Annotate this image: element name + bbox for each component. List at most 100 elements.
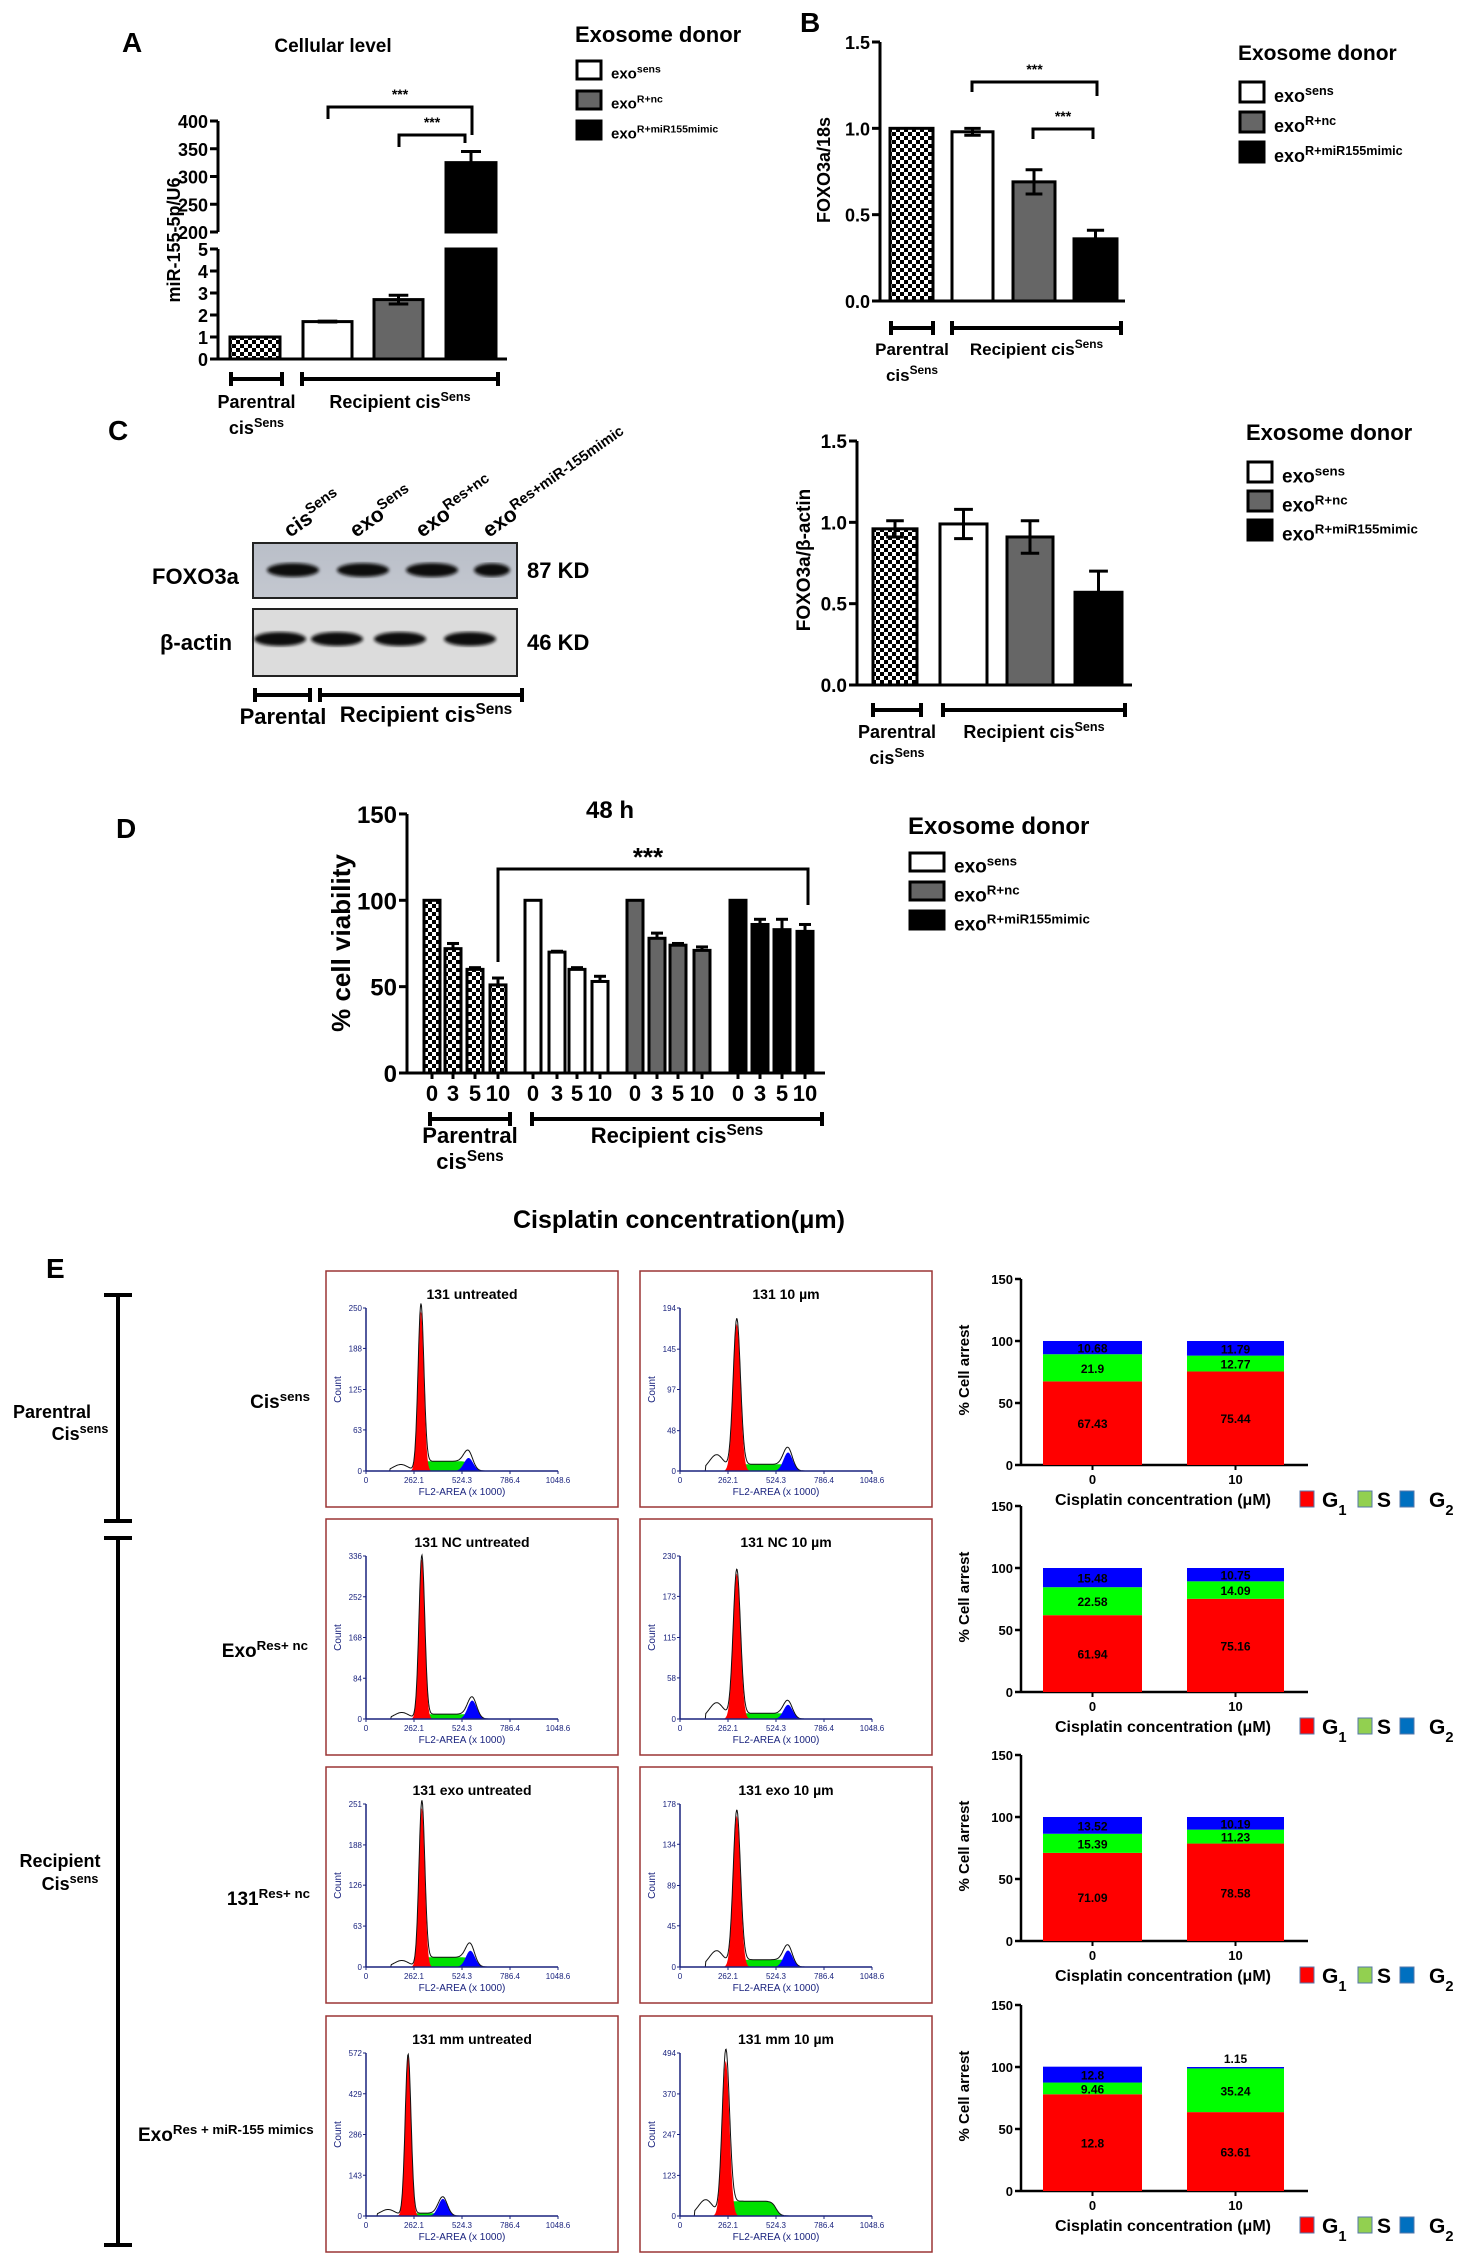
text-part: 0 xyxy=(358,2212,363,2221)
superscript: Res+nc xyxy=(440,471,492,514)
bar xyxy=(692,948,712,1075)
y-tick-label: 63 xyxy=(353,1426,362,1435)
x-tick-label: 786.4 xyxy=(814,1972,835,1981)
text-part: Count xyxy=(333,1872,344,1899)
text-part: 15.39 xyxy=(1077,1837,1107,1851)
text-part: 0 xyxy=(364,1724,369,1733)
subscript: 1 xyxy=(1338,1979,1346,1995)
text-part: 230 xyxy=(663,1552,677,1561)
text-part: FL2-AREA (x 1000) xyxy=(733,1487,820,1498)
y-tick-label: 150 xyxy=(991,1272,1013,1287)
text-part: 1.0 xyxy=(821,513,847,534)
text-part: Recipient cis xyxy=(970,340,1075,359)
text-part: 5 xyxy=(469,1081,481,1106)
x-tick-label: 524.3 xyxy=(766,2221,787,2230)
text-part: 1.15 xyxy=(1224,2052,1248,2066)
group-label-parental: Parentral xyxy=(217,392,295,412)
text-part: 150 xyxy=(357,802,397,829)
text-part: 0 xyxy=(1006,1934,1013,1949)
group-label-recipient: Recipient cisSens xyxy=(340,701,513,728)
superscript: sens xyxy=(80,1422,109,1436)
y-tick-label: 251 xyxy=(349,1800,363,1809)
text-part: 71.09 xyxy=(1077,1891,1107,1905)
text-part: 131 untreated xyxy=(426,1286,517,1302)
legend-item: S xyxy=(1377,2215,1391,2238)
text-part: 1.5 xyxy=(845,33,870,53)
y-tick-label: 0.0 xyxy=(845,292,870,312)
y-tick-label: 89 xyxy=(667,1882,676,1891)
bar-segment-g2 xyxy=(1187,2067,1284,2069)
band-foxo3a xyxy=(474,563,510,577)
text-part: 524.3 xyxy=(766,1476,787,1485)
text-part: B xyxy=(800,7,820,38)
text-part: Count xyxy=(333,2121,344,2148)
superscript: Sens xyxy=(475,701,512,718)
text-part: 50 xyxy=(999,1623,1013,1638)
superscript: R+miR155mimic xyxy=(1315,521,1418,536)
superscript: Sens xyxy=(1075,337,1104,351)
text-part: 21.9 xyxy=(1081,1362,1105,1376)
histogram-title: 131 untreated xyxy=(426,1286,517,1302)
legend-item: G1 xyxy=(1322,1716,1347,1746)
y-tick-label: 0 xyxy=(358,2212,363,2221)
text-part: FOXO3a/β-actin xyxy=(794,489,815,632)
data-label: 10.68 xyxy=(1077,1342,1107,1356)
flow-histogram: 131 NC untreated 0 84 168 252 336 0 262.1 524.3 7… xyxy=(325,1518,619,1756)
row-label: ExoRes+ nc xyxy=(222,1638,308,1663)
text-part: 50 xyxy=(370,975,397,1002)
y-tick-label: 0 xyxy=(1006,1934,1013,1949)
text-part: Exosome donor xyxy=(1246,420,1413,445)
text-part: Cis xyxy=(42,1874,70,1894)
x-tick-label: 786.4 xyxy=(500,1476,521,1485)
y-tick-label: 0 xyxy=(1006,1458,1013,1473)
bar xyxy=(728,898,748,1075)
text-part: exo xyxy=(611,125,637,142)
y-tick-label: 145 xyxy=(663,1345,677,1354)
text-part: 58 xyxy=(667,1674,676,1683)
text-part: 63.61 xyxy=(1220,2146,1250,2160)
x-tick-label: 5 xyxy=(776,1081,788,1106)
text-part: 145 xyxy=(663,1345,677,1354)
subscript: 1 xyxy=(1338,2229,1346,2245)
x-tick-label: 262.1 xyxy=(718,2221,739,2230)
y-tick-label: 572 xyxy=(349,2049,363,2058)
y-tick-label: 115 xyxy=(663,1634,676,1643)
band-foxo3a xyxy=(406,563,458,577)
text-part: 100 xyxy=(991,2060,1013,2075)
text-part: 336 xyxy=(349,1552,363,1561)
text-part: 50 xyxy=(999,1872,1013,1887)
text-part: 0 xyxy=(732,1081,744,1106)
text-part: 10 xyxy=(793,1081,817,1106)
text-part: exo xyxy=(611,95,637,112)
x-tick-label: 262.1 xyxy=(718,1972,739,1981)
text-part: Cisplatin concentration (μM) xyxy=(1055,2218,1271,2235)
text-part: G xyxy=(1322,1716,1338,1739)
x-axis-label: FL2-AREA (x 1000) xyxy=(733,2232,820,2243)
text-part: 0 xyxy=(358,1963,363,1972)
y-tick-label: 1.0 xyxy=(821,513,847,534)
text-part: 3 xyxy=(754,1081,766,1106)
superscript: Sens xyxy=(440,390,470,404)
legend-item: exoR+miR155mimic xyxy=(954,911,1090,936)
text-part: 1048.6 xyxy=(546,1476,571,1485)
text-part: 63 xyxy=(353,1922,362,1931)
y-axis-label: Count xyxy=(647,2121,658,2148)
text-part: 46 KD xyxy=(527,630,589,655)
text-part: FL2-AREA (x 1000) xyxy=(419,1983,506,1994)
x-tick-label: 1048.6 xyxy=(546,2221,571,2230)
lane-label: exoRes+miR-155mimic xyxy=(478,423,633,542)
y-axis-label: Count xyxy=(647,1624,658,1651)
size-label: 46 KD xyxy=(527,630,589,655)
x-tick-label: 3 xyxy=(447,1081,459,1106)
text-part: S xyxy=(1377,1965,1391,1988)
x-axis-label: FL2-AREA (x 1000) xyxy=(419,1735,506,1746)
data-label: 14.09 xyxy=(1220,1584,1250,1598)
y-tick-label: 58 xyxy=(667,1674,676,1683)
text-part: 262.1 xyxy=(718,2221,739,2230)
superscript: Sens xyxy=(467,1148,504,1165)
text-part: FOXO3a/18s xyxy=(814,117,834,223)
text-part: 78.58 xyxy=(1220,1886,1250,1900)
text-part: 786.4 xyxy=(500,1476,521,1485)
significance-label: *** xyxy=(1055,108,1072,124)
text-part: exo xyxy=(1282,495,1315,516)
